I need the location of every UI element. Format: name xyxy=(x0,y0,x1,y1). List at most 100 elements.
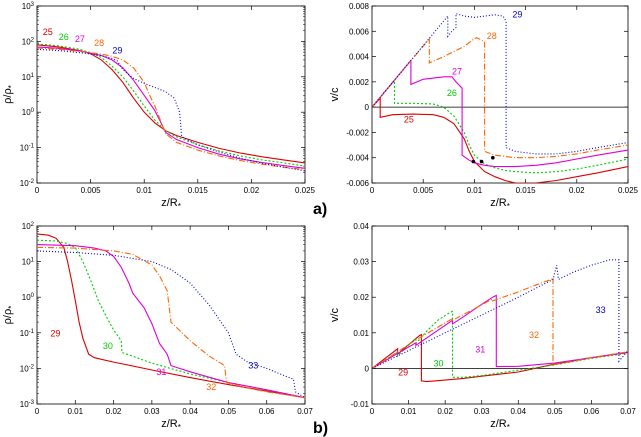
x-tick-label: 0.07 xyxy=(620,407,636,416)
x-tick-label: 0.025 xyxy=(295,186,316,195)
row-label-b: b) xyxy=(313,420,328,437)
series-label-29: 29 xyxy=(50,328,60,338)
x-tick-label: 0.04 xyxy=(510,407,526,416)
y-tick-label: 100 xyxy=(22,293,35,302)
series-line-28 xyxy=(37,47,305,171)
y-tick-label: 100 xyxy=(22,108,35,117)
series-line-33 xyxy=(37,250,305,399)
series-label-32: 32 xyxy=(206,382,216,392)
row-label-a: a) xyxy=(313,201,327,218)
x-tick-label: 0.015 xyxy=(516,186,537,195)
y-tick-label: 10-3 xyxy=(20,400,35,409)
series-line-26 xyxy=(37,43,305,167)
x-tick-label: 0.03 xyxy=(474,407,490,416)
y-tick-label: -0.01 xyxy=(351,400,370,409)
y-tick-label: 102 xyxy=(22,222,35,231)
panel-a-velocity: 0 0.005 0.01 0.015 0.02 0.025 -0.006 -0.004 -0.0… xyxy=(329,2,639,211)
x-tick-label: 0.06 xyxy=(584,407,600,416)
series-line-26 xyxy=(372,79,628,174)
y-tick-label: 0.03 xyxy=(353,258,369,267)
x-axis-label: z/R* xyxy=(161,418,181,432)
y-tick-label: -0.002 xyxy=(346,128,369,137)
panel-b-velocity: 0 0.01 0.02 0.03 0.04 0.05 0.06 0.07-0.0100.010… xyxy=(329,222,636,432)
series-line-29 xyxy=(37,48,305,172)
series-label-30: 30 xyxy=(103,341,113,351)
x-tick-label: 0.03 xyxy=(144,407,160,416)
x-tick-label: 0 xyxy=(370,407,375,416)
series-label-29: 29 xyxy=(398,368,408,378)
x-tick-label: 0 xyxy=(370,186,375,195)
x-tick-label: 0.01 xyxy=(401,407,417,416)
series-label-27: 27 xyxy=(452,66,462,76)
x-tick-label: 0.01 xyxy=(67,407,83,416)
x-tick-label: 0.02 xyxy=(569,186,585,195)
x-tick-label: 0.01 xyxy=(136,186,152,195)
series-line-33 xyxy=(372,259,628,369)
x-tick-label: 0.04 xyxy=(182,407,198,416)
x-tick-label: 0.02 xyxy=(437,407,453,416)
series-line-30 xyxy=(372,310,628,378)
data-marker xyxy=(479,159,484,164)
x-tick-label: 0.01 xyxy=(467,186,483,195)
data-marker xyxy=(491,155,495,160)
y-tick-label: 0 xyxy=(365,103,370,112)
plot-frame xyxy=(371,225,629,405)
series-label-29: 29 xyxy=(512,9,522,19)
y-tick-label: 102 xyxy=(22,37,35,46)
x-tick-label: 0.06 xyxy=(259,407,275,416)
x-tick-label: 0.025 xyxy=(618,186,639,195)
y-tick-label: 0 xyxy=(365,364,370,373)
series-label-27: 27 xyxy=(75,34,85,44)
x-tick-label: 0.015 xyxy=(188,186,209,195)
y-tick-label: 0.04 xyxy=(353,222,369,231)
series-line-27 xyxy=(372,58,628,168)
y-tick-label: -0.006 xyxy=(346,179,369,188)
plot-frame xyxy=(36,5,306,184)
series-label-31: 31 xyxy=(156,367,166,377)
series-line-32 xyxy=(372,276,628,369)
x-tick-label: 0 xyxy=(35,186,40,195)
y-tick-label: 10-2 xyxy=(20,364,35,373)
x-tick-label: 0.005 xyxy=(413,186,434,195)
y-axis-label: ρ/ρ* xyxy=(2,85,16,104)
y-tick-label: 10-2 xyxy=(20,179,35,188)
series-line-32 xyxy=(37,246,305,399)
y-tick-label: 103 xyxy=(22,2,35,11)
y-tick-label: 10-1 xyxy=(20,329,35,338)
x-axis-label: z/R* xyxy=(490,418,510,432)
series-line-28 xyxy=(372,36,628,159)
y-axis-label: v/c xyxy=(329,87,341,102)
series-label-33: 33 xyxy=(596,305,606,315)
series-label-29: 29 xyxy=(112,46,122,56)
y-tick-label: 0.01 xyxy=(353,329,369,338)
data-marker xyxy=(471,159,476,164)
series-label-26: 26 xyxy=(59,32,69,42)
series-label-28: 28 xyxy=(487,31,497,41)
y-tick-label: 10-1 xyxy=(20,144,35,153)
series-label-26: 26 xyxy=(447,88,457,98)
panel-b-density: 0 0.01 0.02 0.03 0.04 0.05 0.06 0.07 10-3 10-2 10-… xyxy=(2,222,313,432)
x-tick-label: 0.07 xyxy=(297,407,313,416)
plot-frame xyxy=(36,225,306,405)
series-line-25 xyxy=(37,44,305,164)
y-tick-label: 0.002 xyxy=(349,78,370,87)
series-label-25: 25 xyxy=(43,27,53,37)
y-tick-label: 0.008 xyxy=(349,2,370,11)
series-label-25: 25 xyxy=(404,114,414,124)
panel-a-density: 0 0.005 0.01 0.015 0.02 0.025 10-2 10-1 100 101 10… xyxy=(2,2,316,211)
x-axis-label: z/R* xyxy=(490,197,510,211)
y-tick-label: 0.006 xyxy=(349,27,370,36)
y-tick-label: 101 xyxy=(22,258,35,267)
x-tick-label: 0 xyxy=(35,407,40,416)
series-line-29 xyxy=(372,12,628,155)
series-line-27 xyxy=(37,46,305,169)
series-line-31 xyxy=(372,294,628,369)
y-tick-label: 0.004 xyxy=(349,53,370,62)
y-tick-label: -0.004 xyxy=(346,154,369,163)
x-tick-label: 0.05 xyxy=(221,407,237,416)
y-tick-label: 0.02 xyxy=(353,293,369,302)
series-label-30: 30 xyxy=(434,359,444,369)
series-line-31 xyxy=(37,244,305,399)
x-axis-label: z/R* xyxy=(161,197,181,211)
